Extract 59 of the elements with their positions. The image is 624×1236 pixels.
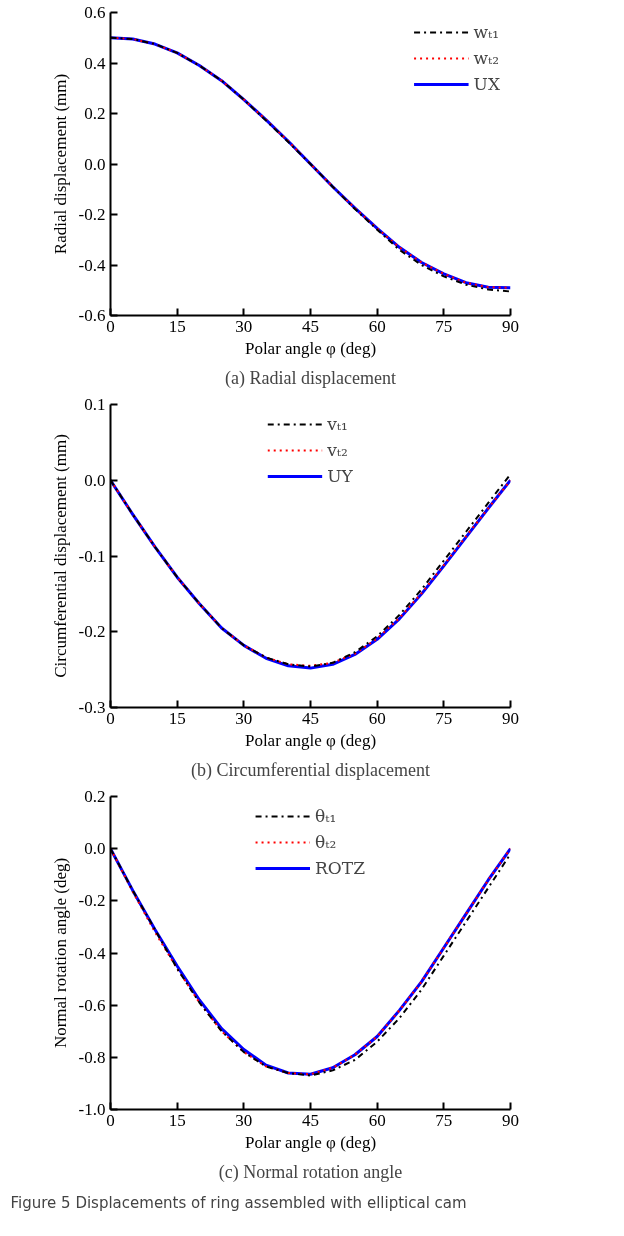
text: (c) Normal rotation angle bbox=[218, 1161, 403, 1183]
y-tick-label: -0.4 bbox=[78, 255, 106, 275]
x-tick-label: 45 bbox=[302, 316, 319, 336]
y-tick-label: -0.2 bbox=[78, 205, 106, 224]
x-axis-title: Polar angle φ (deg) bbox=[244, 338, 377, 358]
y-tick-label: 0.1 bbox=[84, 395, 106, 414]
y-tick-label: -0.8 bbox=[78, 1047, 106, 1067]
x-tick-label: 75 bbox=[435, 708, 453, 728]
y-axis-title: Normal rotation angle (deg) bbox=[50, 857, 70, 1049]
legend-label: θₜ₁ bbox=[315, 806, 337, 826]
x-tick-label: 15 bbox=[168, 316, 186, 336]
x-tick-label: 30 bbox=[235, 708, 253, 728]
legend-label: wₜ₂ bbox=[473, 48, 500, 68]
y-tick-label: -0.6 bbox=[78, 995, 106, 1015]
y-tick-label: -0.2 bbox=[78, 622, 106, 642]
y-tick-label: -1.0 bbox=[78, 1100, 106, 1119]
y-tick-label: 0.0 bbox=[84, 470, 106, 490]
x-tick-label: 0 bbox=[106, 1110, 115, 1130]
y-tick-label: -0.2 bbox=[78, 891, 106, 911]
y-tick-label: -0.4 bbox=[78, 943, 106, 963]
x-tick-label: 30 bbox=[235, 316, 253, 336]
x-tick-label: 15 bbox=[168, 1110, 186, 1130]
x-tick-label: 75 bbox=[435, 1110, 453, 1130]
y-tick-label: 0.2 bbox=[84, 787, 106, 806]
x-tick-label: 90 bbox=[502, 1110, 519, 1130]
y-tick-label: 0.0 bbox=[84, 154, 106, 174]
y-tick-label: 0.2 bbox=[84, 104, 106, 123]
x-tick-label: 15 bbox=[168, 708, 186, 728]
legend-label: vₜ₂ bbox=[327, 440, 348, 460]
legend-label: UX bbox=[473, 74, 500, 94]
x-tick-label: 90 bbox=[502, 708, 519, 728]
y-tick-label: -0.3 bbox=[78, 698, 106, 717]
x-tick-label: 45 bbox=[302, 708, 319, 728]
x-tick-label: 0 bbox=[106, 316, 115, 336]
legend-label: ROTZ bbox=[315, 858, 365, 878]
text: (a) Radial displacement bbox=[225, 367, 396, 389]
x-tick-label: 75 bbox=[435, 316, 453, 336]
y-axis-title: Circumferential displacement (mm) bbox=[50, 434, 70, 678]
x-axis-title: Polar angle φ (deg) bbox=[244, 1132, 377, 1152]
y-tick-label: 0.0 bbox=[84, 839, 106, 859]
y-tick-label: -0.1 bbox=[78, 546, 106, 566]
x-axis-title: Polar angle φ (deg) bbox=[244, 730, 377, 750]
legend-label: θₜ₂ bbox=[315, 832, 337, 852]
x-tick-label: 60 bbox=[368, 708, 386, 728]
x-tick-label: 60 bbox=[368, 1110, 386, 1130]
caption: Figure 5 Displacements of ring assembled with elliptical cam bbox=[10, 1193, 467, 1212]
legend-label: wₜ₁ bbox=[473, 22, 500, 42]
x-tick-label: 90 bbox=[502, 316, 519, 336]
y-tick-label: 0.4 bbox=[84, 53, 106, 73]
legend-label: UY bbox=[327, 466, 353, 486]
y-tick-label: 0.6 bbox=[84, 3, 106, 22]
x-tick-label: 60 bbox=[368, 316, 386, 336]
y-axis-title: Radial displacement (mm) bbox=[50, 73, 70, 255]
x-tick-label: 30 bbox=[235, 1110, 253, 1130]
text: (b) Circumferential displacement bbox=[191, 759, 430, 781]
legend-label: vₜ₁ bbox=[327, 414, 348, 434]
y-tick-label: -0.6 bbox=[78, 306, 106, 325]
x-tick-label: 45 bbox=[302, 1110, 319, 1130]
x-tick-label: 0 bbox=[106, 708, 115, 728]
